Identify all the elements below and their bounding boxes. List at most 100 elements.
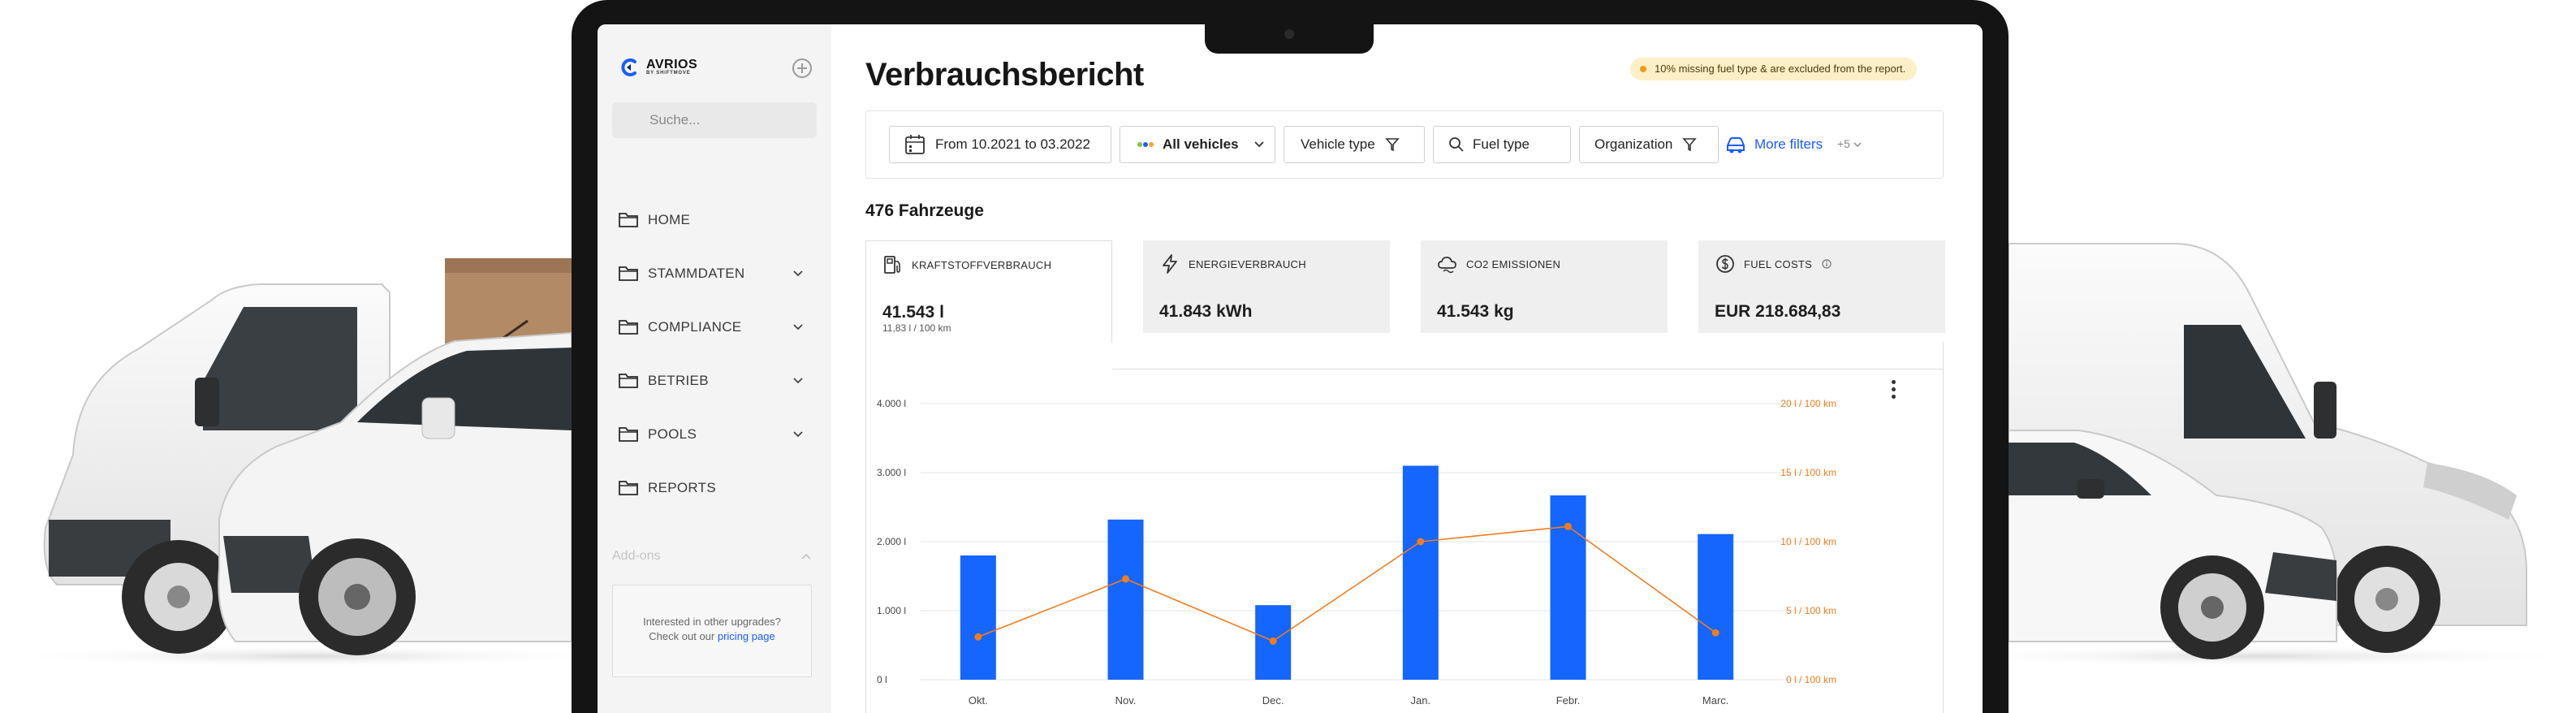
- addons-section-toggle[interactable]: Add-ons: [612, 549, 817, 568]
- sidebar-item-reports[interactable]: REPORTS: [598, 461, 831, 515]
- app-screen: AVRIOS BY SHIFTMOVE HOME STAMMDATEN COMP…: [598, 24, 1983, 713]
- sidebar-item-pools[interactable]: POOLS: [598, 408, 831, 461]
- tab-subvalue: 11,83 l / 100 km: [882, 322, 951, 334]
- filter-funnel-icon: [1682, 138, 1698, 152]
- folder-icon: [619, 481, 638, 495]
- chart-line-point: [974, 633, 982, 641]
- sidebar-item-label: REPORTS: [648, 480, 716, 495]
- dollar-coin-icon: [1716, 255, 1734, 273]
- addons-label: Add-ons: [612, 549, 661, 563]
- car-icon: [1727, 137, 1745, 153]
- date-range-filter[interactable]: From 10.2021 to 03.2022: [889, 126, 1111, 163]
- upgrade-promo: Interested in other upgrades? Check out …: [612, 585, 812, 677]
- consumption-chart: 4.000 l 20 l / 100 km 3.000 l 15 l / 100 km…: [877, 398, 1836, 707]
- y-left-tick-label: 1.000 l: [877, 605, 906, 616]
- warning-dot-icon: [1640, 66, 1646, 72]
- brand-logo[interactable]: AVRIOS BY SHIFTMOVE: [619, 57, 697, 78]
- sidebar-item-compliance[interactable]: COMPLIANCE: [598, 300, 831, 354]
- tab-label: FUEL COSTS: [1744, 258, 1832, 270]
- co2-cloud-icon: [1438, 257, 1456, 274]
- vehicle-type-label: Vehicle type: [1301, 136, 1375, 152]
- y-right-tick-label: 10 l / 100 km: [1780, 536, 1836, 547]
- sidebar-item-label: HOME: [648, 212, 691, 227]
- tab-label: ENERGIEVERBRAUCH: [1189, 258, 1306, 270]
- upgrade-prefix: Check out our: [649, 630, 715, 642]
- chart-bar: [1402, 465, 1439, 680]
- more-options-icon[interactable]: [1890, 380, 1896, 401]
- fuel-type-filter[interactable]: Fuel type: [1433, 126, 1571, 163]
- x-tick-label: Nov.: [1115, 694, 1137, 707]
- x-tick-label: Marc.: [1702, 694, 1729, 707]
- search-input[interactable]: [612, 102, 817, 138]
- page-title: Verbrauchsbericht: [865, 57, 1144, 93]
- notice-text: 10% missing fuel type & are excluded fro…: [1655, 63, 1906, 75]
- x-tick-label: Dec.: [1262, 694, 1284, 707]
- chevron-up-icon: [801, 553, 811, 560]
- chart-line-point: [1122, 575, 1129, 583]
- organization-filter[interactable]: Organization: [1579, 126, 1719, 163]
- lightning-icon: [1163, 254, 1177, 274]
- filter-bar: From 10.2021 to 03.2022 All vehicles Veh…: [865, 110, 1944, 179]
- extra-filters-count[interactable]: +5: [1837, 137, 1862, 150]
- folder-icon: [619, 320, 638, 335]
- tab-label: KRAFTSTOFFVERBRAUCH: [912, 259, 1052, 271]
- tab-co2-emissionen[interactable]: CO2 EMISSIONEN 41.543 kg: [1421, 240, 1668, 333]
- chart-line-point: [1564, 522, 1572, 530]
- vehicle-type-filter[interactable]: Vehicle type: [1284, 126, 1425, 163]
- chart-bar: [960, 555, 996, 680]
- y-right-tick-label: 20 l / 100 km: [1780, 398, 1836, 409]
- camera-icon: [1284, 29, 1294, 39]
- more-filters-button[interactable]: More filters: [1725, 136, 1823, 153]
- chart-bar: [1698, 534, 1734, 680]
- brand-name: AVRIOS: [646, 58, 698, 71]
- tab-value: 41.543 l: [882, 303, 944, 322]
- tab-label: CO2 EMISSIONEN: [1466, 258, 1561, 270]
- organization-label: Organization: [1594, 136, 1673, 152]
- folder-icon: [619, 427, 638, 442]
- x-tick-label: Okt.: [969, 694, 988, 707]
- date-range-label: From 10.2021 to 03.2022: [935, 136, 1090, 152]
- chevron-down-icon[interactable]: [792, 377, 804, 385]
- y-left-tick-label: 4.000 l: [877, 398, 906, 409]
- vehicle-count: 476 Fahrzeuge: [865, 201, 984, 220]
- folder-icon: [619, 213, 638, 227]
- chevron-down-icon[interactable]: [792, 323, 804, 331]
- upgrade-text-line2: Check out our pricing page: [613, 629, 811, 644]
- sidebar-item-home[interactable]: HOME: [598, 193, 831, 247]
- info-icon[interactable]: [1822, 259, 1832, 269]
- tab-energieverbrauch[interactable]: ENERGIEVERBRAUCH 41.843 kWh: [1143, 240, 1390, 333]
- sidebar-item-label: POOLS: [648, 426, 697, 442]
- vehicles-dropdown[interactable]: All vehicles: [1120, 126, 1275, 163]
- chevron-down-icon[interactable]: [792, 430, 804, 439]
- add-circle-icon[interactable]: [792, 58, 812, 78]
- tab-label-text: FUEL COSTS: [1744, 258, 1813, 270]
- chart-line-point: [1269, 637, 1277, 645]
- y-left-tick-label: 0 l: [877, 674, 887, 685]
- sidebar-item-stammdaten[interactable]: STAMMDATEN: [598, 247, 831, 300]
- avrios-logo-icon: [621, 58, 636, 76]
- tab-value: EUR 218.684,83: [1715, 302, 1841, 321]
- tab-value: 41.843 kWh: [1159, 302, 1253, 321]
- y-right-tick-label: 0 l / 100 km: [1786, 674, 1836, 685]
- pricing-page-link[interactable]: pricing page: [717, 630, 775, 642]
- sidebar-item-betrieb[interactable]: BETRIEB: [598, 354, 831, 408]
- tab-value: 41.543 kg: [1437, 302, 1514, 321]
- y-left-tick-label: 2.000 l: [877, 536, 906, 547]
- main-content: Verbrauchsbericht 10% missing fuel type …: [831, 24, 1983, 713]
- filter-funnel-icon: [1384, 138, 1400, 152]
- search-icon: [1449, 137, 1464, 152]
- fuel-pump-icon: [884, 256, 900, 274]
- folder-icon: [619, 374, 638, 388]
- calendar-icon: [905, 135, 925, 154]
- fuel-type-label: Fuel type: [1473, 136, 1530, 152]
- tab-kraftstoffverbrauch[interactable]: KRAFTSTOFFVERBRAUCH 41.543 l 11,83 l / 1…: [865, 240, 1112, 343]
- chevron-down-icon[interactable]: [792, 270, 804, 278]
- chart-bar: [1107, 519, 1144, 680]
- chevron-down-icon: [1853, 142, 1862, 148]
- sidebar-item-label: BETRIEB: [648, 373, 709, 388]
- tab-fuel-costs[interactable]: FUEL COSTS EUR 218.684,83: [1698, 240, 1945, 333]
- more-filters-label: More filters: [1754, 136, 1823, 152]
- chart-line-series: [977, 525, 1716, 642]
- x-tick-label: Jan.: [1411, 694, 1431, 707]
